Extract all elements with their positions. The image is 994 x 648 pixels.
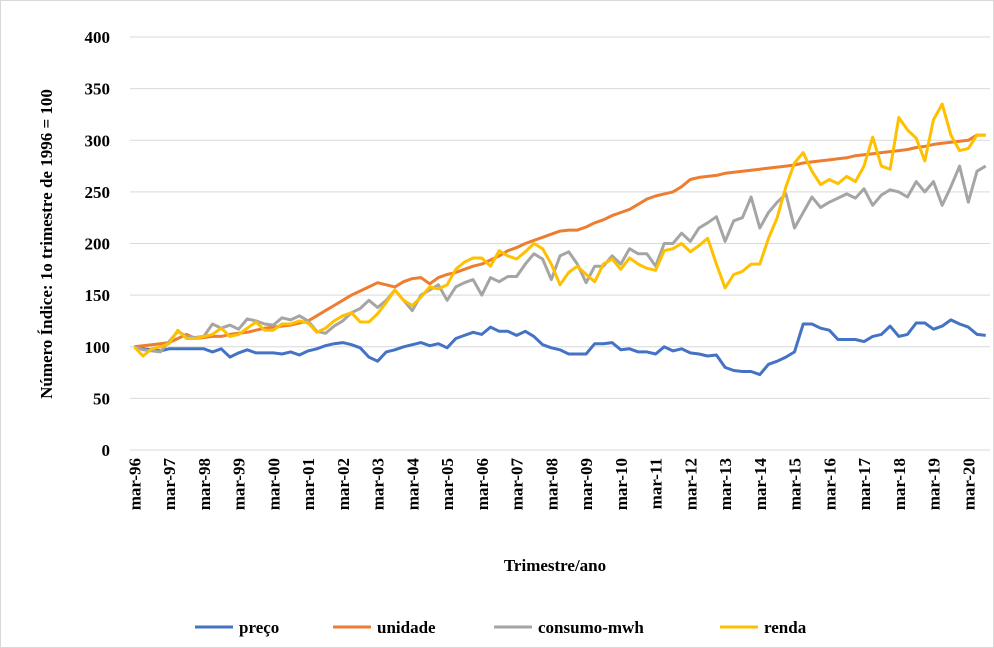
- y-tick-label: 350: [85, 80, 111, 99]
- x-tick-label: mar-03: [369, 458, 388, 510]
- legend-label: unidade: [377, 618, 436, 637]
- y-tick-label: 0: [102, 441, 111, 460]
- x-tick-label: mar-06: [473, 458, 492, 510]
- x-tick-label: mar-02: [334, 458, 353, 510]
- series-line: [133, 102, 986, 358]
- x-tick-label: mar-01: [299, 458, 318, 510]
- series-line: [133, 164, 987, 354]
- x-tick-label: mar-15: [786, 458, 805, 510]
- y-tick-label: 100: [85, 338, 111, 357]
- x-tick-label: mar-04: [403, 458, 422, 511]
- x-tick-label: mar-16: [820, 458, 839, 510]
- x-tick-label: mar-18: [890, 458, 909, 510]
- x-tick-label: mar-00: [264, 458, 283, 510]
- series-line: [133, 318, 986, 377]
- legend-label: renda: [764, 618, 807, 637]
- x-tick-label: mar-09: [577, 458, 596, 510]
- y-tick-label: 250: [85, 183, 111, 202]
- x-tick-label: mar-98: [195, 458, 214, 510]
- y-tick-label: 50: [93, 389, 110, 408]
- legend-label: consumo-mwh: [538, 618, 644, 637]
- y-tick-label: 200: [85, 235, 111, 254]
- x-tick-label: mar-12: [681, 458, 700, 510]
- x-tick-label: mar-19: [925, 458, 944, 510]
- y-axis-title: Número Índice: 1o trimestre de 1996 = 10…: [37, 89, 56, 399]
- x-tick-label: mar-99: [230, 458, 249, 510]
- x-tick-label: mar-10: [612, 458, 631, 510]
- y-tick-label: 300: [85, 131, 111, 150]
- x-tick-label: mar-11: [647, 458, 666, 509]
- x-tick-label: mar-17: [855, 458, 874, 511]
- x-tick-label: mar-96: [125, 458, 144, 510]
- x-tick-label: mar-07: [508, 458, 527, 511]
- x-tick-label: mar-08: [542, 458, 561, 510]
- y-tick-label: 150: [85, 286, 111, 305]
- x-tick-label: mar-05: [438, 458, 457, 510]
- x-tick-label: mar-14: [751, 458, 770, 511]
- x-tick-label: mar-13: [716, 458, 735, 510]
- x-axis-title: Trimestre/ano: [504, 556, 606, 575]
- y-tick-label: 400: [85, 28, 111, 47]
- x-tick-label: mar-97: [160, 458, 179, 511]
- x-tick-label: mar-20: [959, 458, 978, 510]
- legend-label: preço: [239, 618, 279, 637]
